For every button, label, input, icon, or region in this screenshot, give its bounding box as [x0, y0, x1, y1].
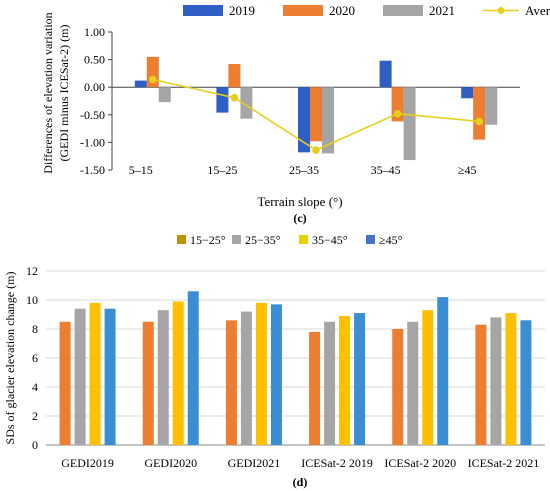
bar-3-5 — [520, 320, 532, 445]
legend-label-2019: 2019 — [229, 3, 255, 18]
average-point-1 — [230, 93, 239, 102]
y-tick-label: -1.00 — [80, 135, 105, 149]
x-tick-label: 25–35 — [289, 163, 319, 177]
y-axis-title: SDs of glacier elevation change (m) — [3, 272, 17, 445]
legend-label-35−45°: 35−45° — [312, 233, 348, 247]
bar-2020-2 — [310, 87, 322, 142]
legend-swatch-35−45° — [299, 235, 308, 244]
bar-2019-3 — [379, 60, 392, 88]
bar-3-4 — [437, 297, 449, 445]
bar-2021-3 — [403, 87, 416, 161]
legend-label-2021: 2021 — [429, 3, 455, 18]
panel-label-c: (c) — [293, 211, 306, 225]
legend-label-average: Average difference — [525, 3, 550, 18]
bar-0-4 — [392, 329, 404, 445]
y-tick-label: 6 — [32, 351, 38, 365]
bar-2019-0 — [134, 80, 147, 88]
bar-0-0 — [59, 321, 71, 445]
bar-2-0 — [89, 302, 101, 445]
bar-3-0 — [104, 308, 116, 445]
bar-3-1 — [187, 291, 199, 445]
bar-2021-4 — [485, 87, 498, 125]
legend-label-≥45°: ≥45° — [379, 233, 403, 247]
x-tick-label: GEDI2019 — [61, 456, 114, 470]
average-point-3 — [393, 109, 402, 118]
legend-label-2020: 2020 — [329, 3, 355, 18]
y-tick-label: 1.00 — [84, 25, 105, 39]
bar-2020-1 — [228, 64, 241, 88]
y-tick-label: 4 — [32, 380, 38, 394]
y-tick-label: 10 — [26, 293, 38, 307]
bar-2-4 — [422, 310, 434, 445]
legend-label-25−35°: 25−35° — [245, 233, 281, 247]
y-tick-label: 0.00 — [84, 80, 105, 94]
x-tick-label: 15–25 — [207, 163, 237, 177]
bar-2019-2 — [298, 87, 310, 153]
bar-2-3 — [339, 315, 351, 445]
bar-1-2 — [240, 311, 252, 445]
y-tick-label: 0 — [32, 438, 38, 452]
chart-d: 15−25° 25−35° 35−45° ≥45° 12 10 8 6 4 2 0 GEDI2019 G… — [3, 233, 545, 489]
panel-label-d: (d) — [293, 475, 308, 489]
legend-swatch-≥45° — [366, 235, 375, 244]
legend-label-15−25°: 15−25° — [190, 233, 226, 247]
legend-swatch-2020 — [283, 5, 323, 16]
bar-0-3 — [309, 331, 321, 445]
bar-0-2 — [225, 320, 237, 445]
y-tick-label: -0.50 — [80, 108, 105, 122]
y-axis-title-line-1: Differences of elevation variation — [41, 12, 55, 173]
bar-1-1 — [157, 310, 169, 445]
average-point-4 — [475, 117, 484, 126]
bar-2021-2 — [322, 87, 334, 154]
y-tick-label: 2 — [32, 409, 38, 423]
y-tick-label: 12 — [26, 264, 38, 278]
bar-1-0 — [74, 308, 86, 445]
x-tick-label: ICESat-2 2020 — [384, 456, 456, 470]
legend-swatch-15−25° — [177, 235, 186, 244]
average-point-2 — [312, 146, 320, 154]
x-tick-label: ≥45 — [458, 163, 477, 177]
bar-2020-4 — [473, 87, 486, 140]
bar-2019-4 — [461, 87, 474, 99]
y-tick-label: 0.50 — [84, 53, 105, 67]
bar-3-2 — [270, 304, 282, 445]
y-axis-title-line-2: (GEDI minus ICESat-2) (m) — [57, 25, 71, 162]
legend-marker-average — [497, 7, 505, 14]
bar-0-5 — [475, 324, 487, 445]
bar-3-3 — [354, 313, 366, 445]
bar-2021-0 — [158, 87, 171, 103]
chart-c: 2019 2020 2021 Average difference 1.00 0.50 0.… — [41, 3, 550, 225]
bar-2-5 — [505, 313, 517, 445]
x-tick-label: GEDI2020 — [144, 456, 197, 470]
x-tick-label: ICESat-2 2021 — [468, 456, 540, 470]
bar-2019-1 — [216, 87, 229, 113]
x-tick-label: 35–45 — [371, 163, 401, 177]
bar-2021-1 — [240, 87, 253, 119]
x-tick-label: GEDI2021 — [228, 456, 281, 470]
bar-2-1 — [172, 301, 184, 445]
bar-1-5 — [490, 317, 502, 445]
bar-0-1 — [142, 321, 154, 445]
x-axis-title: Terrain slope (°) — [257, 194, 342, 209]
legend-swatch-25−35° — [232, 235, 241, 244]
legend-swatch-2021 — [383, 5, 423, 16]
bar-2-2 — [255, 302, 267, 445]
bar-1-3 — [324, 321, 336, 445]
y-tick-label: 8 — [32, 322, 38, 336]
average-point-0 — [149, 75, 157, 84]
x-tick-label: 5–15 — [129, 163, 153, 177]
y-tick-label: -1.50 — [80, 163, 105, 177]
bar-1-4 — [407, 321, 419, 445]
x-tick-label: ICESat-2 2019 — [301, 456, 373, 470]
legend-swatch-2019 — [183, 5, 223, 16]
